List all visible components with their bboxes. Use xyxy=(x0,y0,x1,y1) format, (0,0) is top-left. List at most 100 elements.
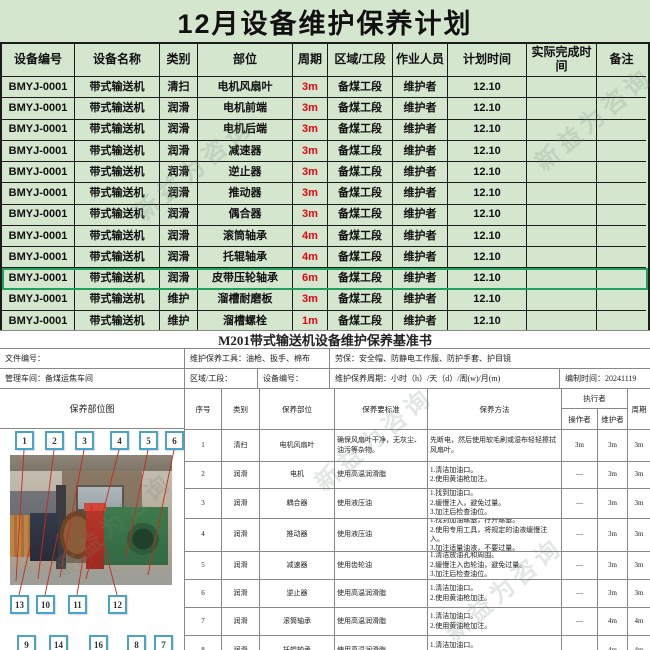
plan-cell-part[interactable]: 托辊轴承 xyxy=(198,247,293,269)
plan-cell-cycle[interactable]: 3m xyxy=(293,162,328,184)
plan-cell-cycle[interactable]: 3m xyxy=(293,204,328,226)
plan-cell-name[interactable]: 带式输送机 xyxy=(75,289,160,311)
plan-cell-code[interactable]: BMYJ-0001 xyxy=(2,289,75,311)
plan-cell-planned[interactable]: 12.10 xyxy=(448,162,527,184)
plan-cell-planned[interactable]: 12.10 xyxy=(448,247,527,269)
plan-cell-worker[interactable]: 维护者 xyxy=(393,310,448,332)
plan-cell-area[interactable]: 备煤工段 xyxy=(328,310,393,332)
plan-cell-area[interactable]: 备煤工段 xyxy=(328,140,393,162)
plan-cell-category[interactable]: 润滑 xyxy=(160,98,198,120)
plan-header-part[interactable]: 部位 xyxy=(198,44,293,77)
plan-cell-category[interactable]: 润滑 xyxy=(160,119,198,141)
plan-cell-part[interactable]: 电机前端 xyxy=(198,98,293,120)
plan-cell-actual[interactable] xyxy=(527,98,597,120)
plan-cell-remark[interactable] xyxy=(597,311,646,332)
plan-cell-part[interactable]: 偶合器 xyxy=(198,204,293,226)
plan-cell-remark[interactable] xyxy=(597,77,646,99)
plan-header-area[interactable]: 区域/工段 xyxy=(328,44,393,77)
plan-cell-remark[interactable] xyxy=(597,205,646,226)
plan-cell-remark[interactable] xyxy=(597,141,646,162)
plan-cell-planned[interactable]: 12.10 xyxy=(448,183,527,205)
plan-cell-code[interactable]: BMYJ-0001 xyxy=(2,268,75,290)
plan-cell-planned[interactable]: 12.10 xyxy=(448,204,527,226)
plan-cell-category[interactable]: 润滑 xyxy=(160,268,198,290)
plan-cell-actual[interactable] xyxy=(527,268,597,290)
plan-cell-remark[interactable] xyxy=(597,268,646,290)
plan-cell-remark[interactable] xyxy=(597,162,646,184)
plan-cell-actual[interactable] xyxy=(527,77,597,99)
plan-cell-name[interactable]: 带式输送机 xyxy=(75,119,160,141)
plan-cell-part[interactable]: 皮带压轮轴承 xyxy=(198,268,293,290)
plan-header-cycle[interactable]: 周期 xyxy=(293,44,328,77)
plan-cell-planned[interactable]: 12.10 xyxy=(448,98,527,120)
plan-cell-code[interactable]: BMYJ-0001 xyxy=(2,98,75,120)
plan-cell-worker[interactable]: 维护者 xyxy=(393,77,448,99)
plan-cell-actual[interactable] xyxy=(527,162,597,184)
plan-cell-code[interactable]: BMYJ-0001 xyxy=(2,310,75,332)
plan-cell-worker[interactable]: 维护者 xyxy=(393,162,448,184)
plan-cell-actual[interactable] xyxy=(527,225,597,247)
plan-cell-worker[interactable]: 维护者 xyxy=(393,140,448,162)
plan-cell-remark[interactable] xyxy=(597,247,646,269)
plan-cell-category[interactable]: 润滑 xyxy=(160,247,198,269)
plan-cell-part[interactable]: 减速器 xyxy=(198,140,293,162)
plan-cell-remark[interactable] xyxy=(597,226,646,247)
plan-cell-actual[interactable] xyxy=(527,140,597,162)
plan-cell-part[interactable]: 电机风扇叶 xyxy=(198,77,293,99)
plan-cell-part[interactable]: 电机后端 xyxy=(198,119,293,141)
plan-cell-cycle[interactable]: 3m xyxy=(293,140,328,162)
plan-cell-planned[interactable]: 12.10 xyxy=(448,119,527,141)
plan-cell-part[interactable]: 滚筒轴承 xyxy=(198,225,293,247)
plan-cell-planned[interactable]: 12.10 xyxy=(448,225,527,247)
plan-cell-cycle[interactable]: 3m xyxy=(293,98,328,120)
plan-cell-name[interactable]: 带式输送机 xyxy=(75,183,160,205)
plan-cell-worker[interactable]: 维护者 xyxy=(393,119,448,141)
plan-cell-category[interactable]: 润滑 xyxy=(160,140,198,162)
plan-cell-part[interactable]: 溜槽螺栓 xyxy=(198,310,293,332)
plan-cell-category[interactable]: 维护 xyxy=(160,289,198,311)
plan-cell-name[interactable]: 带式输送机 xyxy=(75,98,160,120)
plan-cell-remark[interactable] xyxy=(597,290,646,311)
plan-cell-part[interactable]: 逆止器 xyxy=(198,162,293,184)
plan-cell-area[interactable]: 备煤工段 xyxy=(328,162,393,184)
plan-cell-category[interactable]: 润滑 xyxy=(160,204,198,226)
plan-cell-category[interactable]: 清扫 xyxy=(160,77,198,99)
plan-cell-actual[interactable] xyxy=(527,289,597,311)
plan-cell-planned[interactable]: 12.10 xyxy=(448,268,527,290)
plan-cell-worker[interactable]: 维护者 xyxy=(393,247,448,269)
plan-cell-actual[interactable] xyxy=(527,204,597,226)
plan-cell-area[interactable]: 备煤工段 xyxy=(328,268,393,290)
plan-header-actual-time[interactable]: 实际完成时间 xyxy=(527,44,597,77)
plan-cell-code[interactable]: BMYJ-0001 xyxy=(2,183,75,205)
plan-cell-cycle[interactable]: 3m xyxy=(293,119,328,141)
plan-cell-category[interactable]: 润滑 xyxy=(160,183,198,205)
plan-cell-code[interactable]: BMYJ-0001 xyxy=(2,140,75,162)
plan-cell-worker[interactable]: 维护者 xyxy=(393,289,448,311)
plan-cell-planned[interactable]: 12.10 xyxy=(448,289,527,311)
plan-cell-actual[interactable] xyxy=(527,247,597,269)
plan-cell-area[interactable]: 备煤工段 xyxy=(328,98,393,120)
plan-cell-planned[interactable]: 12.10 xyxy=(448,140,527,162)
plan-cell-name[interactable]: 带式输送机 xyxy=(75,140,160,162)
plan-cell-area[interactable]: 备煤工段 xyxy=(328,77,393,99)
plan-cell-code[interactable]: BMYJ-0001 xyxy=(2,77,75,99)
plan-cell-worker[interactable]: 维护者 xyxy=(393,204,448,226)
plan-header-device-code[interactable]: 设备编号 xyxy=(2,44,75,77)
plan-cell-actual[interactable] xyxy=(527,183,597,205)
plan-header-worker[interactable]: 作业人员 xyxy=(393,44,448,77)
plan-cell-code[interactable]: BMYJ-0001 xyxy=(2,225,75,247)
plan-cell-name[interactable]: 带式输送机 xyxy=(75,77,160,99)
plan-cell-worker[interactable]: 维护者 xyxy=(393,225,448,247)
plan-header-device-name[interactable]: 设备名称 xyxy=(75,44,160,77)
plan-cell-cycle[interactable]: 3m xyxy=(293,289,328,311)
plan-cell-area[interactable]: 备煤工段 xyxy=(328,289,393,311)
plan-cell-remark[interactable] xyxy=(597,120,646,141)
plan-cell-name[interactable]: 带式输送机 xyxy=(75,310,160,332)
plan-cell-cycle[interactable]: 4m xyxy=(293,225,328,247)
plan-cell-area[interactable]: 备煤工段 xyxy=(328,247,393,269)
plan-cell-category[interactable]: 润滑 xyxy=(160,225,198,247)
plan-cell-code[interactable]: BMYJ-0001 xyxy=(2,119,75,141)
plan-cell-worker[interactable]: 维护者 xyxy=(393,268,448,290)
plan-cell-actual[interactable] xyxy=(527,310,597,332)
plan-cell-actual[interactable] xyxy=(527,119,597,141)
